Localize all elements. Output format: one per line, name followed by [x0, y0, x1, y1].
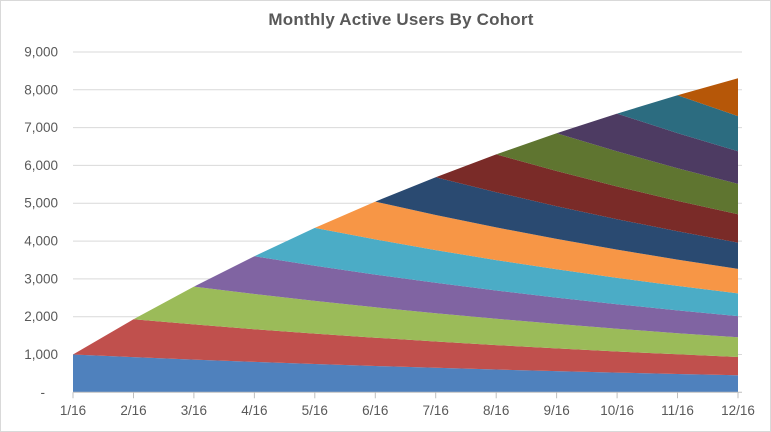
area-series-10/16 — [73, 113, 738, 355]
y-tick-label: 9,000 — [24, 45, 58, 60]
chart-title: Monthly Active Users By Cohort — [268, 10, 534, 29]
y-tick-label: 6,000 — [24, 158, 58, 173]
y-tick-label: 5,000 — [24, 196, 58, 211]
x-tick-label: 10/16 — [600, 403, 634, 418]
area-series-4/16 — [73, 256, 738, 355]
x-tick-label: 8/16 — [483, 403, 509, 418]
area-series-2/16 — [73, 319, 738, 376]
area-series-11/16 — [73, 95, 738, 355]
y-tick-label: 7,000 — [24, 120, 58, 135]
x-tick-label: 6/16 — [362, 403, 388, 418]
x-tick-label: 11/16 — [661, 403, 694, 418]
y-tick-label: 1,000 — [24, 347, 58, 362]
area-series-6/16 — [73, 201, 738, 355]
area-series-7/16 — [73, 177, 738, 355]
area-series-3/16 — [73, 286, 738, 357]
y-tick-label: - — [41, 385, 46, 400]
x-tick-label: 9/16 — [543, 403, 569, 418]
x-tick-label: 5/16 — [302, 403, 328, 418]
x-tick-label: 2/16 — [120, 403, 146, 418]
area-series-1/16 — [73, 354, 738, 393]
y-tick-label: 3,000 — [24, 271, 58, 286]
area-series-5/16 — [73, 227, 738, 355]
x-tick-label: 1/16 — [60, 403, 86, 418]
x-tick-label: 12/16 — [721, 403, 755, 418]
y-tick-label: 4,000 — [24, 234, 58, 249]
y-tick-label: 8,000 — [24, 82, 58, 97]
area-series-8/16 — [73, 154, 738, 355]
x-tick-label: 3/16 — [181, 403, 207, 418]
y-tick-label: 2,000 — [24, 309, 58, 324]
x-tick-label: 7/16 — [423, 403, 449, 418]
x-tick-label: 4/16 — [241, 403, 267, 418]
